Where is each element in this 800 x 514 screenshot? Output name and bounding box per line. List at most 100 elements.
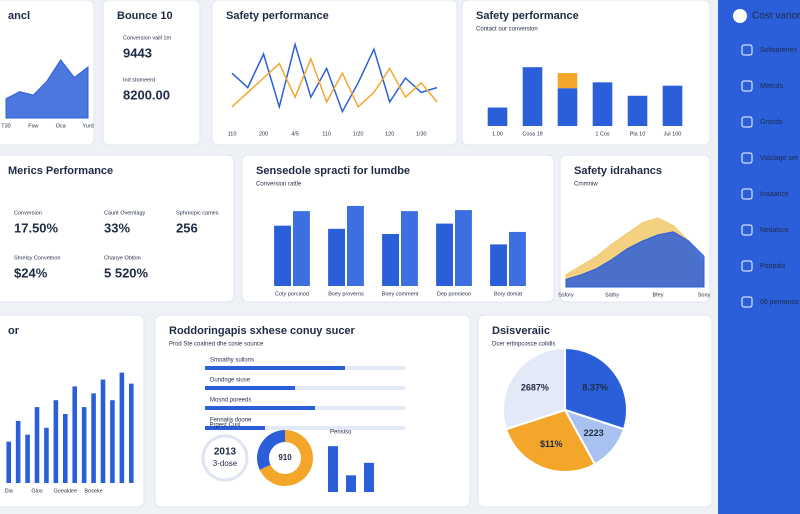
donut-slice xyxy=(259,430,313,486)
x-tick-label: 110 xyxy=(228,131,237,137)
panel-title: Bounce 10 xyxy=(117,10,173,22)
bar xyxy=(509,231,526,286)
panel-title: or xyxy=(8,325,20,337)
x-tick-label: Fxw xyxy=(28,123,38,129)
sidebar-icon xyxy=(741,224,753,236)
panel-title: Merics Performance xyxy=(8,165,113,177)
progress-bar xyxy=(205,386,295,390)
bar xyxy=(490,244,507,286)
progress-bar xyxy=(205,406,315,410)
panel-subtitle: Dcer ertinpcosce colidls xyxy=(492,342,555,348)
bar xyxy=(662,85,683,126)
bar xyxy=(347,205,364,286)
progress-label: Smoathy sullons xyxy=(210,358,254,364)
x-tick-label: Boey comment xyxy=(382,291,419,297)
pie-slice xyxy=(502,346,566,431)
sidebar-icon xyxy=(741,188,753,200)
sidebar-item[interactable]: Netialsce xyxy=(760,227,789,234)
x-tick-label: Bfey xyxy=(652,292,663,298)
panel-subtitle: Crnmniw xyxy=(574,182,598,188)
bar xyxy=(557,88,578,126)
progress-bar xyxy=(205,426,265,430)
line-series xyxy=(231,41,438,114)
panel-title: Safety idrahancs xyxy=(574,165,662,177)
progress-label: Mosnd poreeds xyxy=(210,398,251,404)
pie-annotation: 2687% xyxy=(521,383,549,393)
panel-subtitle: Conversion rattle xyxy=(256,182,302,188)
stat-value: 5 520% xyxy=(104,265,149,280)
pie-slice xyxy=(564,346,628,431)
x-tick-label: T30 xyxy=(1,123,10,129)
sidebar-item[interactable]: Voiclage set xyxy=(760,155,798,162)
sidebar-icon xyxy=(741,296,753,308)
panel-title: ancl xyxy=(8,10,30,22)
progress-bar xyxy=(205,366,345,370)
x-tick-label: 120 xyxy=(385,131,394,137)
bar xyxy=(328,228,345,286)
x-tick-label: Boseke xyxy=(84,488,102,494)
sidebar-item[interactable]: 06 pernance xyxy=(760,299,799,306)
sidebar xyxy=(718,0,800,514)
bar xyxy=(34,407,40,483)
x-tick-label: Ssfory xyxy=(558,292,574,298)
bar xyxy=(557,73,578,89)
donut-label: 910 xyxy=(278,453,292,462)
bar xyxy=(627,95,648,126)
x-tick-label: 200 xyxy=(259,131,268,137)
bar xyxy=(110,400,115,483)
sidebar-item[interactable]: Sofwarenes xyxy=(760,47,797,54)
stat-note: 3-dose xyxy=(213,459,238,468)
bar xyxy=(128,383,134,483)
x-tick-label: Dep ponnieon xyxy=(437,291,471,297)
stat-label: Chanye Obtlon xyxy=(104,255,141,261)
x-tick-label: 110 xyxy=(322,131,331,137)
sidebar-icon xyxy=(741,44,753,56)
sidebar-icon xyxy=(741,260,753,272)
bar xyxy=(25,434,30,483)
area-series xyxy=(5,59,89,119)
bar xyxy=(401,211,418,286)
sidebar-item[interactable]: Poopals xyxy=(760,263,786,270)
bar xyxy=(6,441,12,483)
stat-value: 17.50% xyxy=(14,220,59,235)
x-tick-label: Cosa 1fl xyxy=(522,131,542,137)
stat-label: Conversion xyxy=(14,210,42,216)
panel-title: Safety performance xyxy=(476,10,579,22)
x-tick-label: Dia xyxy=(5,488,14,494)
bar xyxy=(522,67,543,126)
x-tick-label: Jul 100 xyxy=(664,131,682,137)
sidebar-icon xyxy=(741,116,753,128)
bar xyxy=(119,372,125,483)
pie-annotation: 2223 xyxy=(584,428,604,438)
progress-track xyxy=(205,386,405,390)
x-tick-label: Coty porcinod xyxy=(275,291,309,297)
x-tick-label: Oca xyxy=(56,123,67,129)
sidebar-item[interactable]: Grocds xyxy=(760,119,783,126)
x-tick-label: 1/20 xyxy=(353,131,364,137)
bar xyxy=(15,420,21,483)
mini-bar xyxy=(346,475,356,492)
x-tick-label: Sathy xyxy=(605,292,619,298)
panel-subtitle: Contact our conversion xyxy=(476,27,538,33)
stat-value: 256 xyxy=(176,220,198,235)
bar xyxy=(53,400,59,483)
panel xyxy=(211,0,458,146)
x-tick-label: Pla 10 xyxy=(630,131,646,137)
panel-title: Dsisveraiic xyxy=(492,325,550,337)
panel-title: Sensedole spracti for lumdbe xyxy=(256,165,410,177)
sidebar-item[interactable]: Mercds xyxy=(760,83,783,90)
x-tick-label: 1.00 xyxy=(492,131,503,137)
panel-title: Roddoringapis sxhese conuy sucer xyxy=(169,325,356,337)
x-tick-label: 1 Cos xyxy=(595,131,610,137)
bar xyxy=(487,107,508,126)
progress-label: Dundnge siuse xyxy=(210,378,251,384)
bar xyxy=(436,223,453,286)
sidebar-icon xyxy=(741,152,753,164)
bar xyxy=(382,234,399,286)
bar xyxy=(44,427,49,483)
stat-value: 2013 xyxy=(214,447,237,458)
bar xyxy=(72,386,78,483)
sidebar-item[interactable]: Inaaance xyxy=(760,191,789,198)
bar xyxy=(455,210,472,286)
sidebar-title: Cost variori xyxy=(752,11,800,22)
